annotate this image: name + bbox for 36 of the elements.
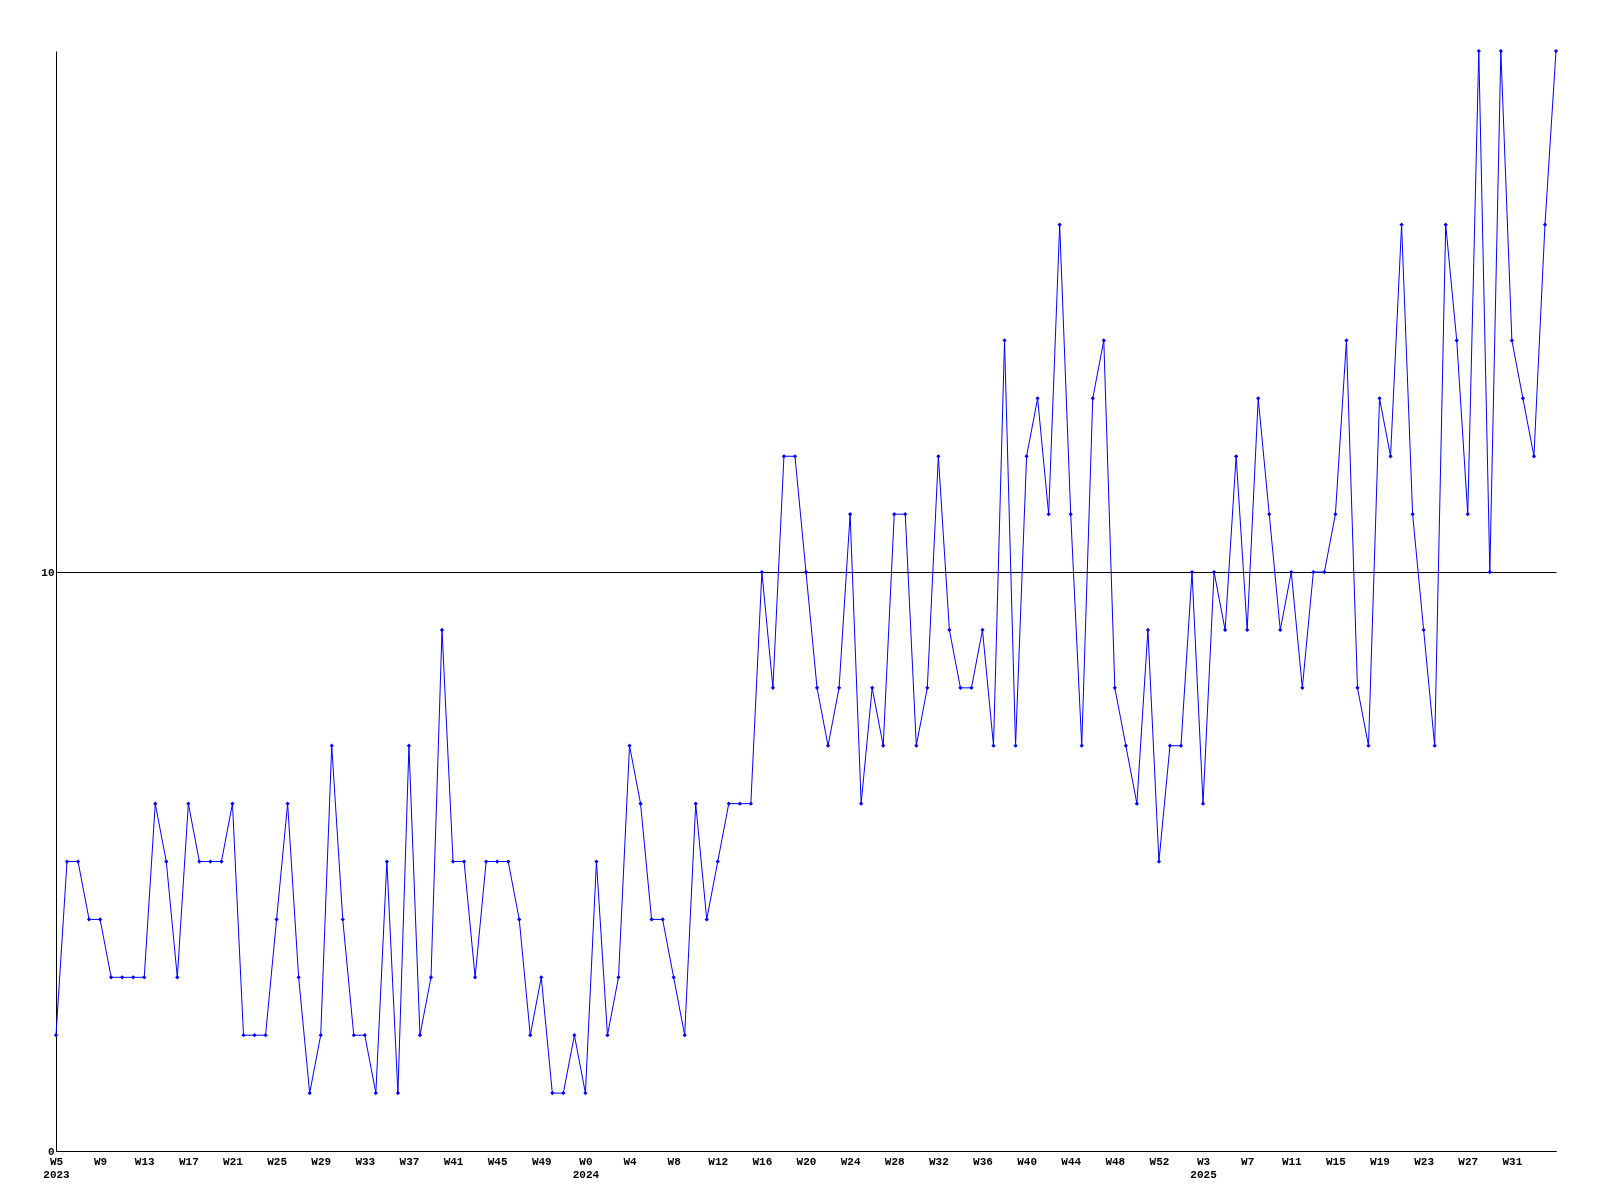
x-tick-label: W4 [623,1155,638,1168]
x-tick-label: W27 [1458,1155,1479,1168]
x-tick-label: W19 [1370,1155,1390,1168]
x-tick-label: W17 [178,1155,199,1168]
x-tick-label: W11 [1281,1155,1303,1168]
x-tick-label: W12 [708,1155,729,1168]
x-tick-label: W52 [1149,1155,1170,1168]
x-tick-label: W37 [399,1155,420,1168]
x-tick-label: W44 [1061,1155,1082,1168]
x-tick-label: W40 [1017,1155,1037,1168]
x-tick-label: W29 [311,1155,332,1168]
x-tick-label: W16 [752,1155,773,1168]
x-tick-label: W33 [355,1155,376,1168]
x-tick-label: W36 [973,1155,993,1168]
y-tick-label: 0 [47,1145,55,1158]
x-tick-label: W8 [667,1155,682,1168]
x-tick-label: W49 [531,1155,552,1168]
x-tick-label: W3 2025 [1190,1155,1218,1181]
x-tick-label: W5 2023 [43,1155,71,1181]
x-tick-label: W32 [928,1155,949,1168]
x-tick-label: W24 [840,1155,861,1168]
x-tick-label: W20 [796,1155,817,1168]
y-tick-label: 10 [41,566,55,579]
x-tick-label: W28 [884,1155,906,1168]
x-tick-label: W21 [223,1155,244,1168]
x-tick-label: W31 [1502,1155,1523,1168]
x-tick-label: W7 [1241,1155,1255,1168]
x-tick-label: W0 2024 [572,1155,600,1181]
x-tick-label: W9 [94,1155,108,1168]
x-tick-label: W15 [1326,1155,1347,1168]
x-tick-label: W41 [443,1155,464,1168]
x-tick-label: W13 [134,1155,156,1168]
x-tick-label: W25 [267,1155,288,1168]
x-tick-label: W23 [1414,1155,1435,1168]
x-tick-label: W48 [1105,1155,1126,1168]
x-tick-label: W45 [487,1155,508,1168]
